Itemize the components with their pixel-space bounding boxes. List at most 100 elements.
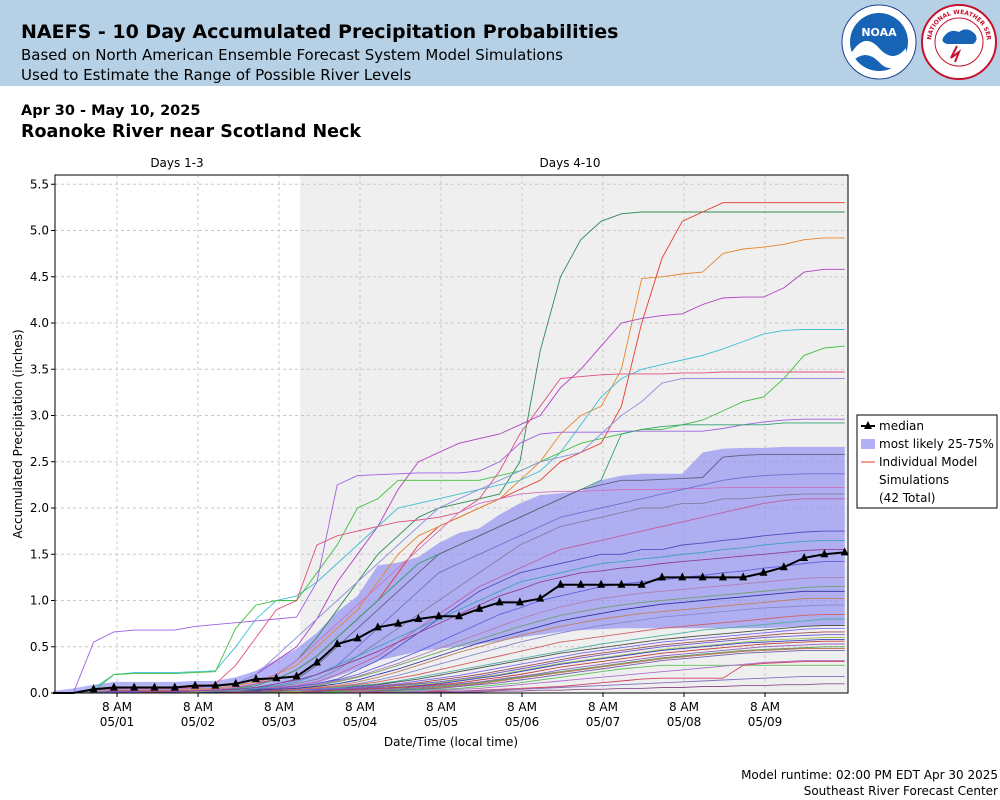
legend-box: [856, 414, 998, 509]
member-line: [53, 371, 845, 694]
median-marker: [658, 572, 666, 581]
model-runtime: Model runtime: 02:00 PM EDT Apr 30 2025: [741, 768, 998, 782]
location-title: Roanoke River near Scotland Neck: [21, 122, 362, 142]
median-marker: [130, 682, 139, 691]
noaa-logo-text: NOAA: [861, 26, 897, 39]
legend-members-count: (42 Total): [879, 491, 935, 505]
median-marker: [556, 579, 565, 588]
median-marker: [495, 597, 504, 606]
legend-median-marker: [864, 421, 872, 429]
member-line: [53, 418, 845, 694]
x-tick-time-label: 8 AM: [669, 700, 699, 714]
member-line: [53, 539, 845, 694]
median-marker: [394, 618, 403, 627]
legend-band-swatch: [861, 439, 875, 449]
y-axis-label: Accumulated Precipitation (inches): [11, 329, 25, 538]
x-tick-date-label: 05/09: [748, 715, 783, 729]
x-tick-date-label: 05/06: [505, 715, 540, 729]
page-subtitle: Based on North American Ensemble Forecas…: [21, 46, 563, 64]
x-tick-time-label: 8 AM: [588, 700, 618, 714]
median-marker: [373, 622, 382, 631]
y-tick-label: 3.0: [30, 409, 49, 423]
median-marker: [597, 579, 606, 588]
median-marker: [211, 680, 220, 689]
median-marker: [617, 579, 626, 588]
median-marker: [150, 682, 159, 691]
y-tick-label: 0.0: [30, 686, 49, 700]
noaa-logo[interactable]: NOAA: [841, 4, 917, 80]
y-tick-label: 5.5: [30, 177, 49, 191]
x-tick-time-label: 8 AM: [102, 700, 132, 714]
median-marker: [434, 611, 443, 620]
member-line: [53, 329, 845, 694]
legend-members-label-2: Simulations: [879, 473, 949, 487]
x-axis-label: Date/Time (local time): [384, 735, 518, 749]
median-marker: [800, 552, 809, 561]
member-line: [53, 549, 845, 694]
median-marker: [576, 579, 585, 588]
median-marker: [840, 547, 849, 556]
member-line: [53, 345, 845, 694]
x-tick-date-label: 05/02: [181, 715, 216, 729]
date-range: Apr 30 - May 10, 2025: [21, 103, 201, 119]
median-marker: [170, 682, 179, 691]
median-marker: [292, 671, 301, 680]
y-tick-label: 1.0: [30, 594, 49, 608]
y-tick-label: 2.0: [30, 501, 49, 515]
x-tick-time-label: 8 AM: [507, 700, 537, 714]
legend-band-label: most likely 25-75%: [879, 437, 994, 451]
median-marker: [353, 633, 362, 642]
y-tick-label: 5.0: [30, 224, 49, 238]
period-label: Days 1-3: [150, 156, 203, 170]
median-marker: [414, 614, 423, 622]
median-marker: [536, 593, 545, 602]
median-line: [53, 551, 845, 694]
median-marker: [475, 603, 484, 612]
x-tick-time-label: 8 AM: [183, 700, 213, 714]
page-title: NAEFS - 10 Day Accumulated Precipitation…: [21, 21, 619, 43]
x-tick-time-label: 8 AM: [750, 700, 780, 714]
nws-logo[interactable]: NATIONAL WEATHER SERVICE: [921, 4, 997, 80]
x-tick-time-label: 8 AM: [426, 700, 456, 714]
median-marker: [89, 684, 98, 693]
page-subtitle-2: Used to Estimate the Range of Possible R…: [21, 66, 412, 84]
y-tick-label: 4.5: [30, 270, 49, 284]
precipitation-chart: 0.0 0.5 1.0 1.5 2.0 2.5 3.0 3.5 4.0 4.5 5.0 5.5 8 AM…: [11, 156, 998, 749]
median-marker: [109, 682, 118, 691]
x-tick-date-label: 05/01: [100, 715, 135, 729]
median-marker: [759, 567, 768, 576]
plot-border: [54, 174, 849, 694]
median-marker: [272, 673, 281, 682]
median-marker: [698, 572, 707, 581]
y-tick-label: 0.5: [30, 640, 49, 654]
x-tick-time-label: 8 AM: [345, 700, 375, 714]
median-marker: [637, 579, 646, 588]
member-line: [53, 378, 845, 694]
y-tick-label: 3.5: [30, 362, 49, 376]
median-marker: [191, 680, 200, 689]
legend-median-label: median: [879, 419, 924, 433]
x-tick-date-label: 05/03: [262, 715, 297, 729]
period-label: Days 4-10: [540, 156, 601, 170]
y-tick-label: 1.5: [30, 547, 49, 561]
median-marker: [820, 549, 829, 558]
median-marker: [779, 562, 788, 571]
median-marker: [312, 657, 321, 666]
x-tick-time-label: 8 AM: [264, 700, 294, 714]
median-marker: [455, 611, 463, 620]
y-tick-label: 4.0: [30, 316, 49, 330]
median-marker: [739, 572, 748, 581]
median-marker: [252, 674, 260, 683]
x-tick-date-label: 05/08: [667, 715, 702, 729]
y-tick-label: 2.5: [30, 455, 49, 469]
median-marker: [515, 597, 524, 606]
forecast-center: Southeast River Forecast Center: [803, 784, 998, 798]
x-tick-date-label: 05/04: [343, 715, 378, 729]
x-tick-date-label: 05/05: [424, 715, 459, 729]
median-marker: [678, 572, 687, 581]
x-tick-date-label: 05/07: [586, 715, 621, 729]
median-marker: [333, 638, 342, 647]
header-banner: NAEFS - 10 Day Accumulated Precipitation…: [0, 0, 1000, 86]
legend-members-label: Individual Model: [879, 455, 977, 469]
median-marker: [718, 572, 727, 581]
